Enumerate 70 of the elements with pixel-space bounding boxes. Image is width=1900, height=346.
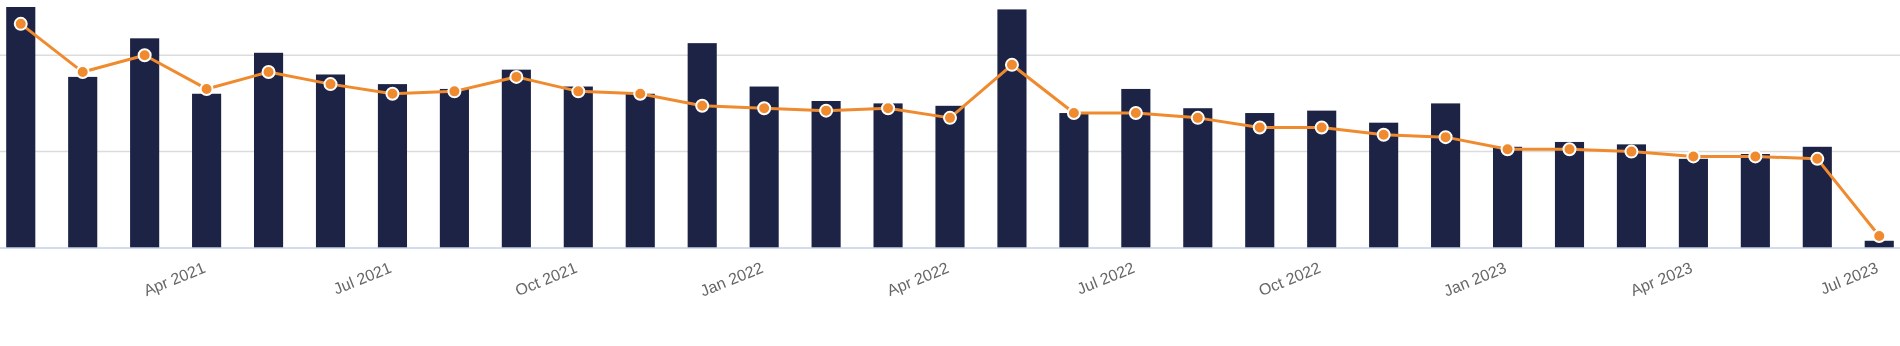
point [1066, 106, 1081, 121]
x-tick-label: Apr 2021 [141, 258, 208, 300]
point [1314, 120, 1329, 135]
bar [625, 93, 655, 248]
x-tick-label: Oct 2021 [512, 258, 580, 300]
bar [377, 84, 408, 248]
bar [1121, 88, 1151, 248]
bar [1492, 146, 1523, 248]
bar [1554, 141, 1585, 248]
point [571, 84, 586, 99]
point [1748, 149, 1763, 164]
x-tick-label: Jul 2021 [331, 258, 394, 298]
bar [1369, 122, 1399, 248]
bar [315, 74, 346, 248]
x-tick-label: Oct 2022 [1256, 258, 1323, 300]
bar [811, 100, 841, 248]
bar [1245, 113, 1275, 248]
point [695, 98, 710, 113]
point [757, 101, 772, 116]
point [1252, 120, 1267, 135]
point [1438, 130, 1453, 145]
point [323, 77, 338, 92]
x-tick-label: Apr 2023 [1627, 258, 1695, 300]
bar [192, 93, 222, 248]
bar [873, 103, 903, 248]
point [13, 16, 28, 31]
bar [749, 86, 779, 248]
x-tick-label: Jul 2023 [1817, 258, 1881, 298]
x-tick-label: Jul 2022 [1074, 258, 1138, 298]
point [1810, 151, 1825, 166]
bar [1307, 110, 1337, 248]
point [1500, 142, 1515, 157]
point [1004, 57, 1019, 72]
x-tick-label: Apr 2022 [884, 258, 952, 300]
bar [1802, 146, 1832, 248]
point [75, 65, 90, 80]
point [1872, 228, 1887, 243]
point [509, 69, 524, 84]
point [1624, 144, 1639, 159]
x-tick-label: Jan 2022 [697, 258, 766, 300]
x-tick-label: Jan 2023 [1441, 258, 1509, 300]
bar [6, 7, 36, 248]
point [1562, 142, 1577, 157]
point [943, 110, 957, 125]
point [1686, 149, 1701, 164]
bar [997, 9, 1027, 248]
bar [1059, 113, 1089, 248]
bar [439, 88, 469, 248]
point [137, 48, 152, 63]
bar [1431, 103, 1461, 248]
bar [130, 38, 160, 248]
point [819, 103, 834, 118]
bar [935, 105, 965, 248]
bar [1678, 158, 1708, 248]
bar [563, 86, 593, 248]
point [385, 86, 400, 101]
point [633, 86, 648, 101]
point [1376, 127, 1391, 142]
bar [253, 52, 284, 248]
point [881, 101, 896, 116]
bar [687, 43, 717, 248]
bar [1183, 108, 1213, 248]
point [1190, 110, 1205, 125]
point [447, 84, 462, 99]
point [261, 65, 276, 80]
bar [68, 76, 98, 248]
bar [501, 69, 531, 248]
point [1128, 106, 1143, 121]
bar [1616, 144, 1647, 248]
bar [1740, 154, 1770, 248]
